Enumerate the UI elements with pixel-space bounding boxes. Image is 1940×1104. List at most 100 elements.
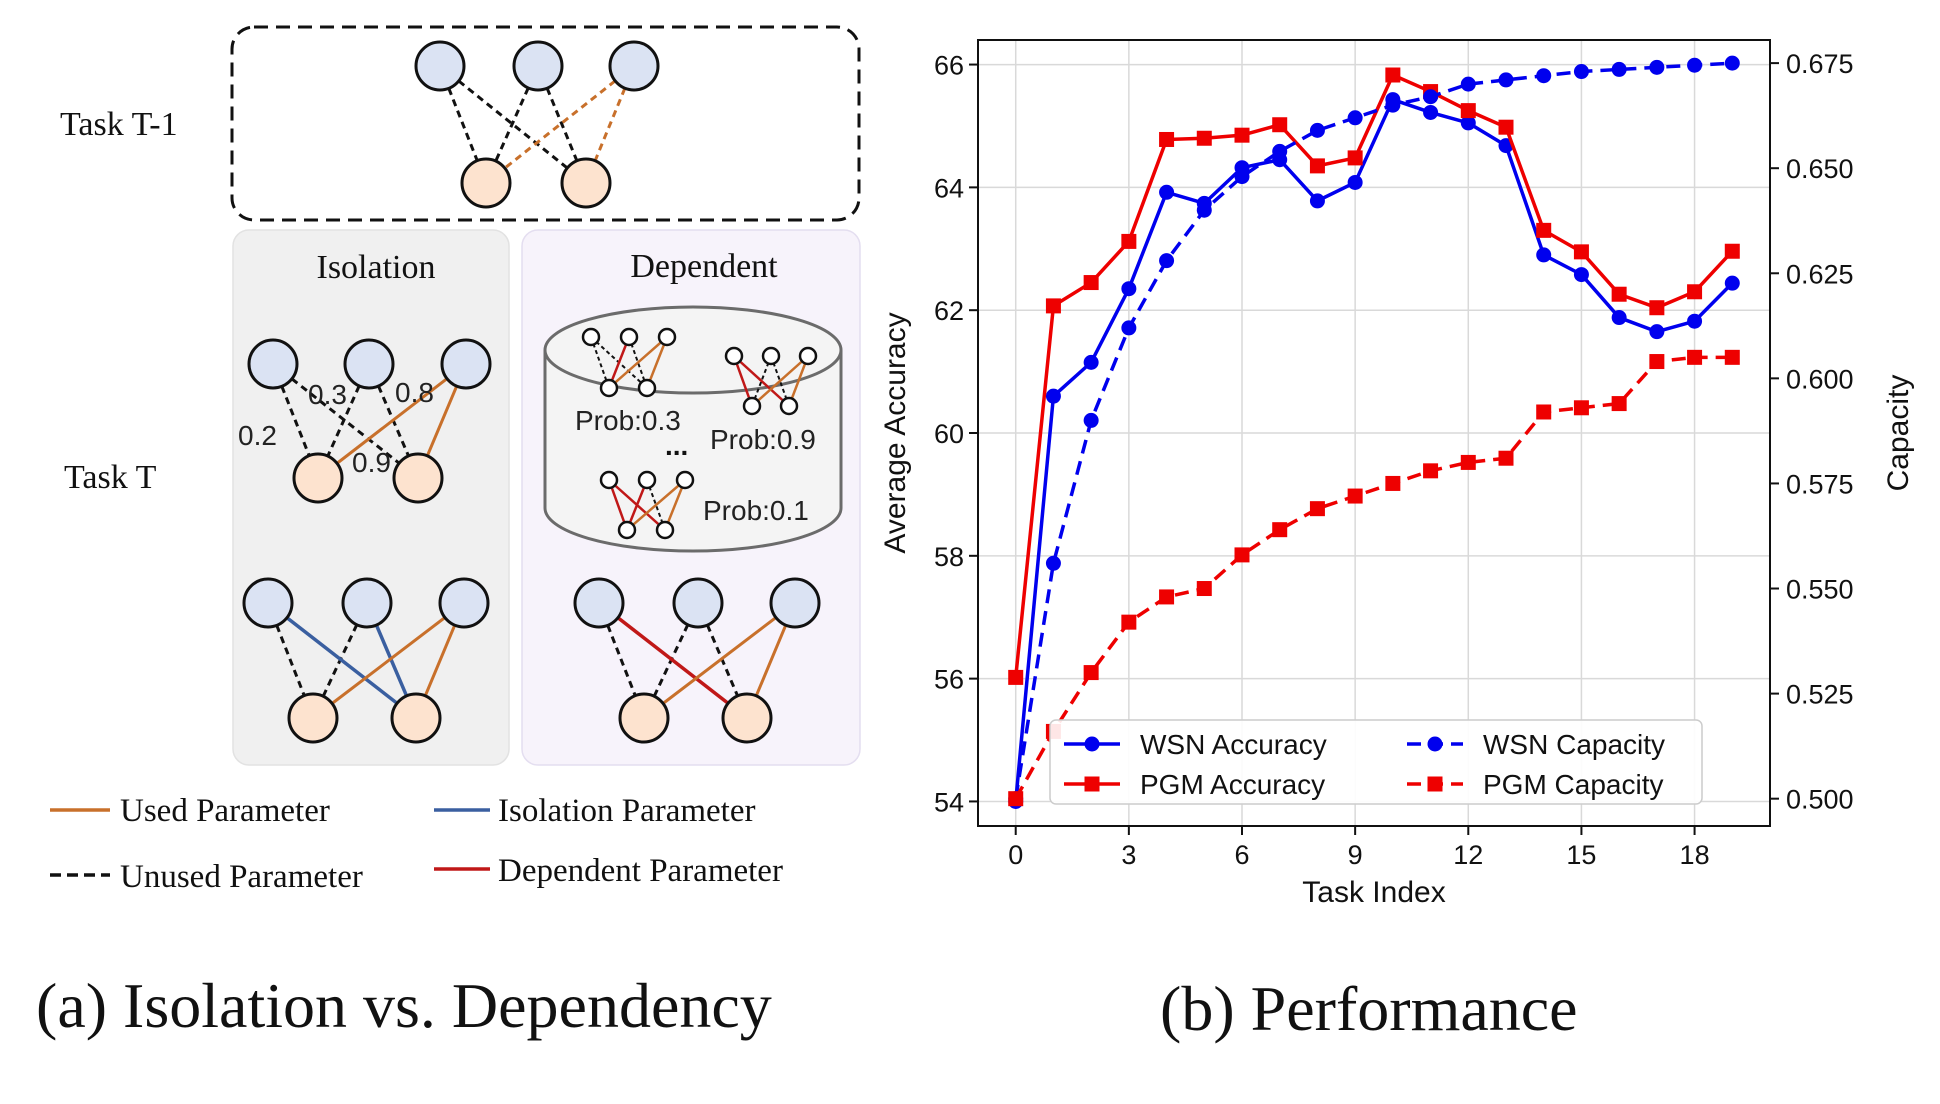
x-axis-label: Task Index xyxy=(1302,876,1445,909)
legend-used: Used Parameter xyxy=(120,793,330,829)
unused-edge xyxy=(536,65,588,184)
y-right-tick-label: 0.600 xyxy=(1786,364,1854,394)
data-point xyxy=(1536,404,1552,420)
data-point xyxy=(1272,522,1288,538)
data-point xyxy=(1309,193,1325,209)
data-point xyxy=(1008,791,1024,807)
input-node xyxy=(343,338,395,390)
data-point xyxy=(1536,247,1552,263)
data-point xyxy=(1573,244,1589,260)
weight-label: 0.3 xyxy=(308,379,347,410)
y-left-tick-label: 66 xyxy=(934,51,964,81)
data-point xyxy=(1498,450,1514,466)
task-prev-label: Task T-1 xyxy=(60,106,178,143)
y-left-tick-label: 58 xyxy=(934,542,964,572)
dependent-title: Dependent xyxy=(630,248,778,285)
prob-label: Prob:0.1 xyxy=(703,495,809,526)
legend-label: PGM Accuracy xyxy=(1140,769,1325,800)
y-right-tick-label: 0.500 xyxy=(1786,785,1854,815)
chart-series xyxy=(1008,55,1740,809)
data-point xyxy=(1498,119,1514,135)
data-point xyxy=(1385,67,1401,83)
legend-label: WSN Accuracy xyxy=(1140,729,1327,760)
legend-unused: Unused Parameter xyxy=(120,859,363,895)
data-point xyxy=(1573,64,1589,80)
unused-edge xyxy=(484,65,540,184)
data-point xyxy=(1309,122,1325,138)
legend-marker xyxy=(1084,736,1100,752)
data-point xyxy=(1045,298,1061,314)
x-tick-label: 0 xyxy=(1008,840,1023,870)
input-node xyxy=(672,577,724,629)
output-node xyxy=(292,452,344,504)
data-point xyxy=(1573,267,1589,283)
data-point xyxy=(1460,76,1476,92)
series-line xyxy=(1013,61,1733,799)
x-tick-label: 6 xyxy=(1234,840,1249,870)
data-point xyxy=(1385,97,1401,113)
unused-edge xyxy=(696,602,749,719)
data-point xyxy=(1234,127,1250,143)
data-point xyxy=(1423,104,1439,120)
prob-label: Prob:0.9 xyxy=(710,424,816,455)
data-point xyxy=(1159,253,1175,269)
data-point xyxy=(1309,158,1325,174)
caption-a: (a) Isolation vs. Dependency xyxy=(36,970,772,1041)
data-point xyxy=(1045,555,1061,571)
legend-entry: PGM Capacity xyxy=(1407,769,1664,800)
data-point xyxy=(1460,454,1476,470)
data-point xyxy=(1347,110,1363,126)
chart-ticks: 0 3 6 9 12 15 18 54 56 58 60 62 64 66 0.500 0.525 0.550 0… xyxy=(934,49,1854,870)
y-right-tick-label: 0.525 xyxy=(1786,680,1854,710)
data-point xyxy=(1423,463,1439,479)
series-line xyxy=(1013,73,1734,678)
used-edge xyxy=(584,65,636,184)
data-point xyxy=(1272,117,1288,133)
legend-entry: PGM Accuracy xyxy=(1064,769,1325,800)
y-left-tick-label: 60 xyxy=(934,419,964,449)
input-node xyxy=(438,577,490,629)
input-node xyxy=(573,577,625,629)
y-axis-left-label: Average Accuracy xyxy=(879,312,912,553)
data-point xyxy=(1649,324,1665,340)
data-point xyxy=(1649,59,1665,75)
legend-dependent: Dependent Parameter xyxy=(498,853,783,889)
caption-b: (b) Performance xyxy=(1160,973,1578,1044)
isolation-edge xyxy=(266,601,418,720)
data-point xyxy=(1687,313,1703,329)
diagram-panel: Task T-1 Task T Isolation xyxy=(50,25,861,895)
output-node xyxy=(287,692,339,744)
data-point xyxy=(1724,55,1740,71)
input-node xyxy=(512,40,564,92)
isolation-weighted-network: 0.2 0.3 0.8 0.9 xyxy=(238,338,492,504)
legend-entry: WSN Capacity xyxy=(1407,729,1665,760)
sampled-subnet xyxy=(581,327,677,398)
output-node xyxy=(560,157,612,209)
data-point xyxy=(1196,581,1212,597)
isolation-result-network xyxy=(242,577,490,744)
data-point xyxy=(1121,320,1137,336)
legend-label: WSN Capacity xyxy=(1483,729,1665,760)
data-point xyxy=(1121,233,1137,249)
task-curr-label: Task T xyxy=(64,459,157,496)
task-prev-network xyxy=(414,40,660,209)
data-point xyxy=(1196,202,1212,218)
data-point xyxy=(1272,143,1288,159)
legend-box xyxy=(1049,719,1703,805)
series-wsn-capacity xyxy=(1008,55,1740,807)
data-point xyxy=(1536,68,1552,84)
dependent-result-network xyxy=(573,577,821,744)
input-node xyxy=(242,577,294,629)
input-node xyxy=(769,577,821,629)
data-point xyxy=(1008,669,1024,685)
task-prev-box xyxy=(230,25,861,222)
data-point xyxy=(1649,354,1665,370)
data-point xyxy=(1687,349,1703,365)
prob-label: Prob:0.3 xyxy=(575,405,681,436)
y-left-tick-label: 56 xyxy=(934,665,964,695)
data-point xyxy=(1045,388,1061,404)
y-right-tick-label: 0.650 xyxy=(1786,154,1854,184)
sampled-subnet xyxy=(724,346,818,416)
data-point xyxy=(1234,547,1250,563)
data-point xyxy=(1309,501,1325,517)
